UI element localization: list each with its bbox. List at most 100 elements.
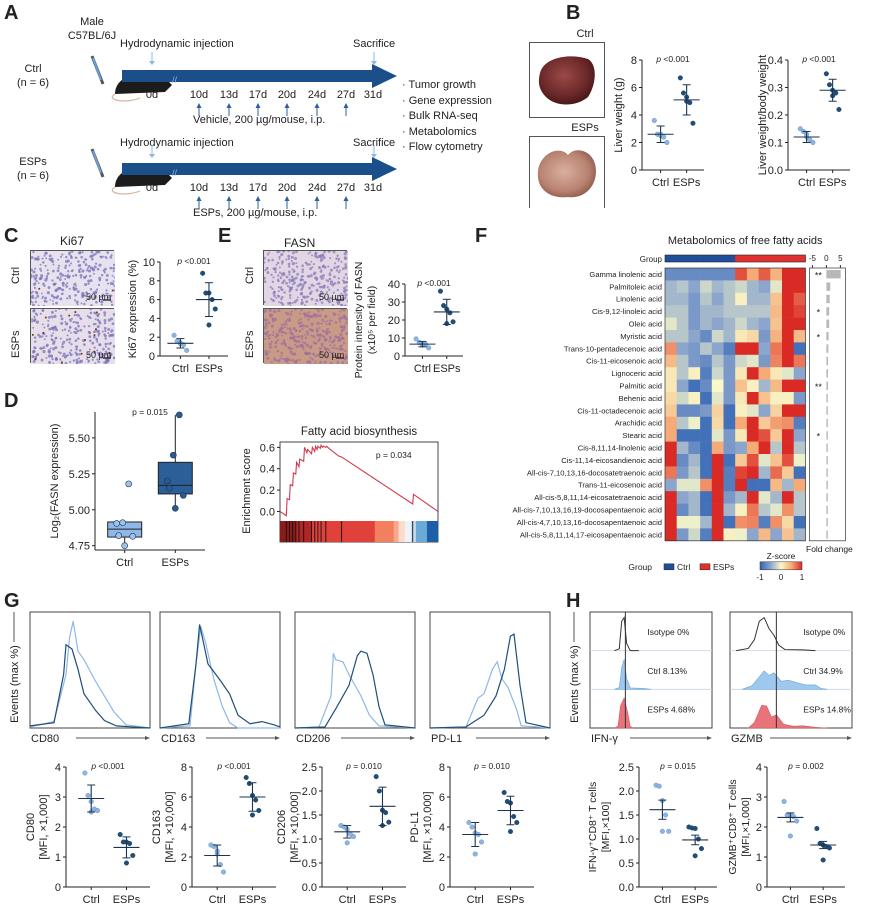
nucleus [288, 278, 291, 282]
data-point [826, 82, 832, 88]
nucleus [102, 269, 106, 272]
heatmap-cell [782, 268, 794, 281]
legend-label: Ctrl [677, 562, 690, 572]
nucleus [292, 352, 297, 356]
y-axis-label-units: [MFI,×100] [600, 802, 612, 853]
nucleus [94, 329, 98, 333]
x-tick-label: ESPs [162, 557, 190, 569]
nucleus [106, 282, 110, 285]
nucleus [300, 309, 303, 312]
nucleus [52, 326, 55, 329]
nucleus [328, 272, 331, 274]
nucleus [290, 275, 294, 279]
nucleus [345, 321, 348, 325]
nucleus [98, 263, 102, 267]
nucleus [60, 292, 64, 296]
end-arrowhead [371, 61, 377, 65]
y-tick-label: 0.0 [260, 506, 275, 518]
nucleus [295, 298, 299, 302]
heatmap-cell [665, 491, 677, 504]
fold-change-bar [826, 518, 828, 527]
nucleus [310, 290, 313, 293]
heatmap-cell [746, 392, 759, 405]
heatmap-cell [676, 392, 689, 405]
y-tick-label: 0.2 [768, 110, 783, 122]
nucleus [61, 253, 64, 256]
nucleus [33, 318, 37, 322]
nucleus [110, 303, 114, 307]
nucleus [291, 268, 294, 271]
nucleus [65, 322, 68, 326]
nucleus [273, 267, 277, 271]
histogram-line-ctrl [29, 621, 151, 729]
x-tick-label: ESPs [673, 177, 701, 189]
data-point [698, 846, 704, 852]
nucleus [308, 286, 312, 290]
nucleus [49, 298, 52, 301]
heatmap-cell [782, 379, 794, 393]
nucleus [313, 254, 318, 258]
heatmap-cell [746, 292, 759, 306]
heatmap-cell [746, 478, 759, 492]
heatmap-cell [665, 454, 677, 467]
y-tick-label: 4 [631, 110, 637, 122]
group-annotation-cell [793, 255, 806, 262]
heatmap-cell [735, 528, 748, 542]
nucleus [284, 326, 287, 329]
nucleus [65, 308, 68, 311]
nucleus [272, 331, 275, 334]
data-point [447, 310, 453, 316]
end-arrowhead [371, 154, 377, 158]
nucleus [301, 324, 305, 328]
data-point [820, 857, 826, 863]
axis-arrowhead [545, 736, 550, 740]
nucleus [275, 263, 278, 266]
nucleus [286, 284, 290, 288]
nucleus [271, 280, 275, 284]
nucleus [273, 299, 276, 302]
nucleus [57, 266, 60, 270]
fold-change-bar [826, 369, 829, 378]
nucleus [343, 286, 346, 290]
nucleus [289, 328, 292, 332]
nucleus [89, 307, 93, 311]
nucleus [264, 337, 267, 341]
heatmap-cell [782, 491, 794, 504]
nucleus [319, 270, 323, 273]
nucleus [293, 335, 296, 338]
nucleus [95, 288, 99, 291]
nucleus [291, 302, 294, 304]
fold-change-label: Fold change [806, 544, 853, 554]
nucleus [263, 280, 267, 284]
fold-change-bar [826, 468, 828, 477]
data-point [692, 853, 698, 859]
nucleus [100, 273, 104, 277]
heatmap-cell [735, 330, 748, 343]
nucleus [339, 347, 343, 350]
heatmap-cell [758, 404, 771, 418]
y-axis-label: CD163 [151, 810, 163, 844]
nucleus [278, 266, 281, 269]
nucleus [304, 261, 308, 265]
nucleus [309, 267, 313, 271]
nucleus [95, 300, 98, 304]
nucleus [57, 351, 61, 354]
scale-bar-label: 50 µm [86, 292, 112, 302]
heatmap-cell [746, 429, 759, 442]
nucleus [316, 283, 318, 285]
heatmap-cell [700, 280, 713, 294]
heatmap-cell [688, 466, 701, 480]
nucleus [284, 359, 288, 363]
heatmap-cell [793, 528, 806, 542]
nucleus [324, 314, 328, 318]
marker-axis-label: CD163 [161, 733, 195, 745]
nucleus [39, 263, 42, 266]
nucleus [42, 283, 45, 286]
nucleus [65, 285, 69, 288]
heatmap-cell [758, 416, 771, 430]
nucleus [107, 347, 111, 351]
y-tick-label: 0.1 [768, 138, 783, 150]
nucleus [297, 321, 300, 325]
y-axis-label: Events (max %) [569, 645, 581, 723]
